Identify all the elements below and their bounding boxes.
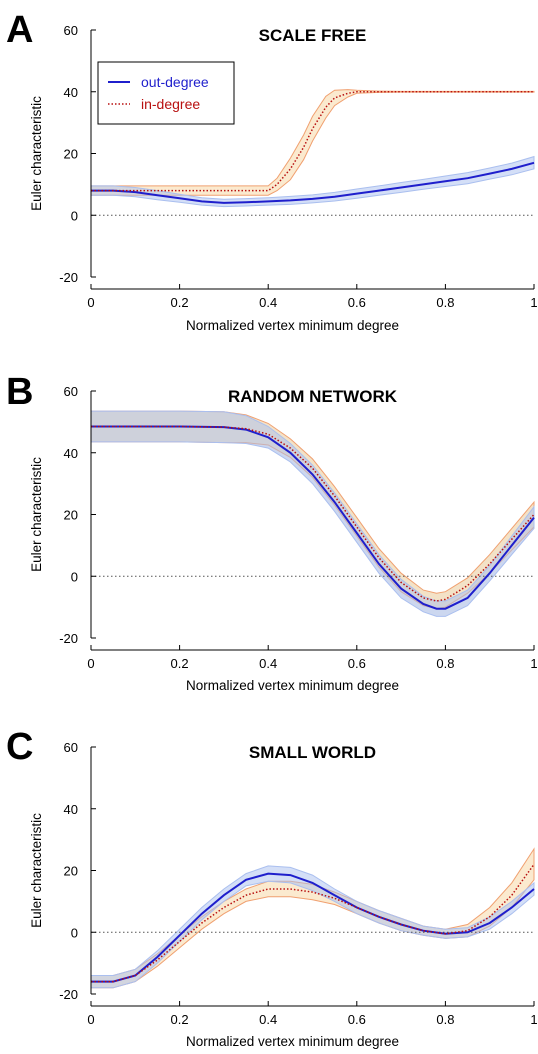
x-tick-label: 0 (87, 295, 94, 310)
x-tick-label: 0.6 (348, 656, 366, 671)
panel-b: B RANDOM NETWORK -20 0 20 40 60 0 0.2 0.4 0.6 0.8 1 N… (6, 371, 538, 693)
out-degree-line (91, 161, 535, 204)
legend: out-degree in-degree (97, 61, 235, 125)
x-axis-label: Normalized vertex minimum degree (186, 318, 399, 333)
in-degree-line (91, 863, 535, 983)
x-tick-label: 0.4 (259, 295, 277, 310)
legend-box (97, 61, 235, 125)
y-axis-label: Euler characteristic (29, 457, 44, 572)
x-tick-label: 0.2 (171, 295, 189, 310)
chart-title: SMALL WORLD (249, 743, 376, 762)
y-tick-label: 0 (71, 925, 78, 940)
panel-letter: B (6, 371, 33, 413)
x-tick-label: 0.2 (171, 656, 189, 671)
x-tick-label: 1 (530, 295, 537, 310)
x-tick-label: 0 (87, 656, 94, 671)
x-axis-label: Normalized vertex minimum degree (186, 678, 399, 693)
out-degree-line (91, 425, 535, 610)
x-tick-label: 0.4 (259, 656, 277, 671)
y-tick-label: 60 (64, 384, 78, 399)
legend-out-label: out-degree (141, 74, 209, 90)
chart-title: RANDOM NETWORK (228, 387, 398, 406)
in-degree-line (91, 425, 535, 602)
panel-c: C SMALL WORLD -20 0 20 40 60 0 0.2 0.4 0.6 0.8 1 Norm… (6, 726, 538, 1049)
x-tick-label: 0.2 (171, 1012, 189, 1027)
x-tick-label: 0.8 (436, 656, 454, 671)
x-tick-label: 0.6 (348, 1012, 366, 1027)
y-tick-label: 60 (64, 740, 78, 755)
y-tick-label: 60 (64, 23, 78, 38)
x-tick-label: 0.6 (348, 295, 366, 310)
y-tick-label: 40 (64, 85, 78, 100)
x-tick-label: 1 (530, 1012, 537, 1027)
panel-letter: A (6, 9, 33, 51)
legend-in-label: in-degree (141, 96, 200, 112)
y-tick-label: -20 (59, 987, 78, 1002)
y-tick-label: 0 (71, 569, 78, 584)
y-tick-label: 20 (64, 147, 78, 162)
y-tick-label: 40 (64, 446, 78, 461)
in-degree-line (91, 91, 534, 192)
y-tick-label: 40 (64, 802, 78, 817)
out-degree-line (91, 872, 535, 983)
y-tick-label: -20 (59, 270, 78, 285)
panel-a: A SCALE FREE -20 0 20 40 60 0 0.2 0.4 0.6 0.8 1 Norma… (6, 9, 538, 333)
y-axis-label: Euler characteristic (29, 813, 44, 928)
x-tick-label: 0 (87, 1012, 94, 1027)
x-tick-label: 1 (530, 656, 537, 671)
x-axis-label: Normalized vertex minimum degree (186, 1034, 399, 1049)
y-tick-label: -20 (59, 631, 78, 646)
out-degree-band (90, 410, 535, 617)
x-tick-label: 0.4 (259, 1012, 277, 1027)
x-tick-label: 0.8 (436, 1012, 454, 1027)
y-tick-label: 20 (64, 864, 78, 879)
in-degree-band (90, 89, 535, 196)
panel-letter: C (6, 726, 33, 768)
y-tick-label: 0 (71, 208, 78, 223)
x-tick-label: 0.8 (436, 295, 454, 310)
y-tick-label: 20 (64, 508, 78, 523)
y-axis-label: Euler characteristic (29, 96, 44, 211)
in-degree-band (90, 847, 535, 989)
chart-title: SCALE FREE (259, 26, 367, 45)
